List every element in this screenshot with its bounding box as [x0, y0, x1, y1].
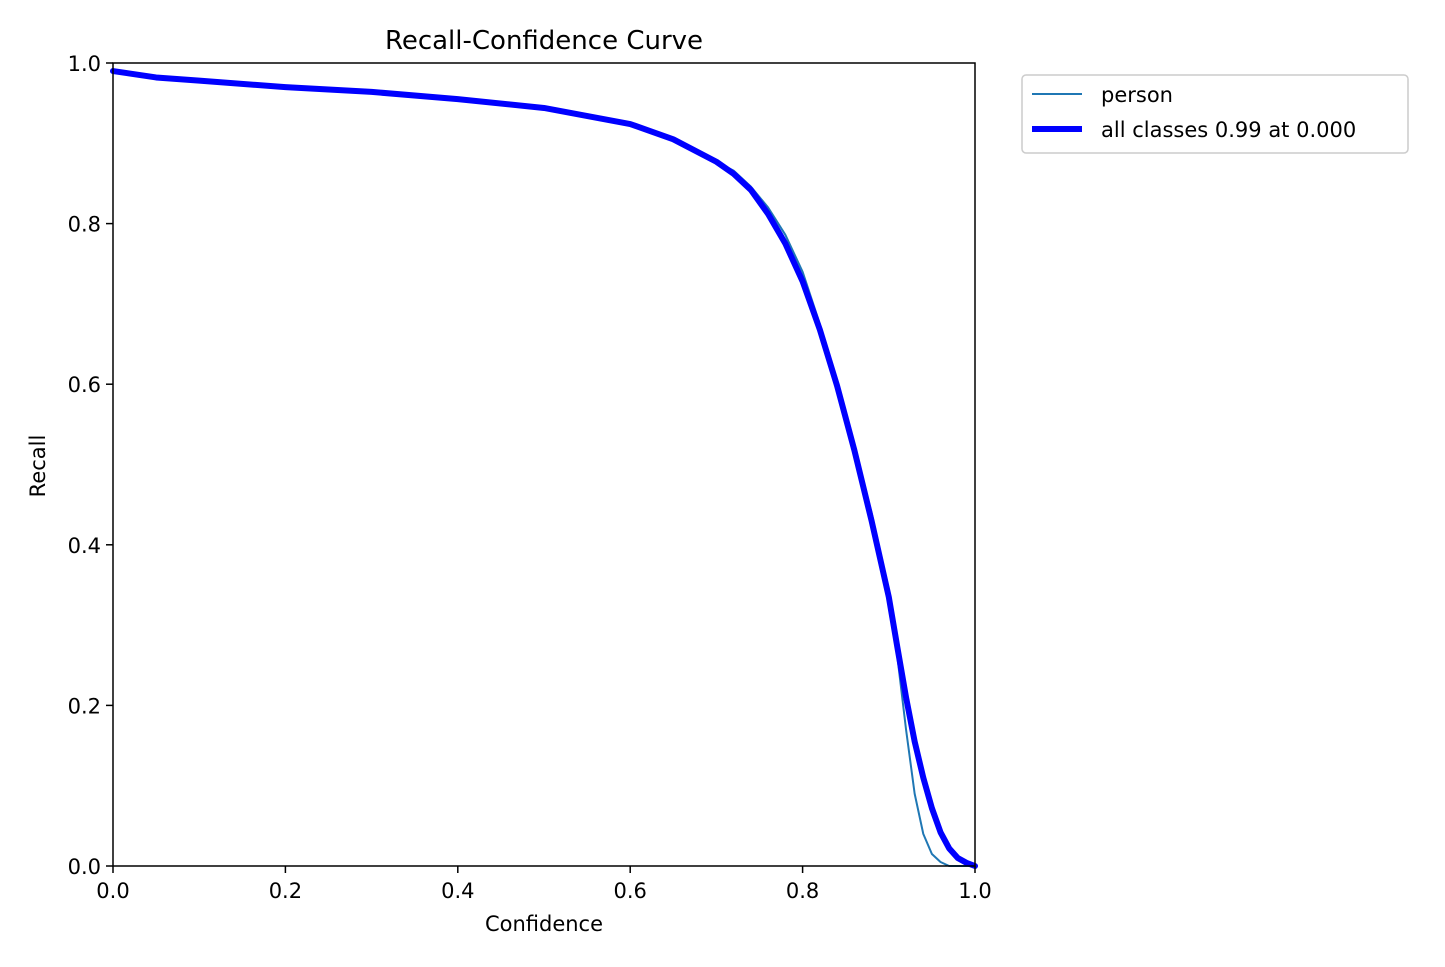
- x-tick-label: 0.4: [441, 879, 474, 903]
- y-tick-label: 0.2: [68, 694, 101, 718]
- y-tick-label: 0.0: [68, 855, 101, 879]
- legend-frame: [1021, 74, 1409, 154]
- axes-frame: [112, 62, 976, 867]
- x-tick-label: 0.2: [269, 879, 302, 903]
- y-tick-label: 0.8: [68, 213, 101, 237]
- series-line-person: [112, 70, 976, 867]
- plot-area: [110, 62, 978, 869]
- legend-label-person: person: [1101, 83, 1173, 107]
- y-tick-label: 0.4: [68, 534, 101, 558]
- x-tick-label: 0.8: [786, 879, 819, 903]
- y-axis-ticks: 0.0 0.2 0.4 0.6 0.8 1.0: [68, 52, 113, 879]
- chart-title: Recall-Confidence Curve: [385, 26, 703, 56]
- x-axis-ticks: 0.0 0.2 0.4 0.6 0.8 1.0: [96, 866, 992, 903]
- x-axis-label: Confidence: [485, 912, 603, 936]
- x-tick-label: 1.0: [958, 879, 991, 903]
- y-axis-label: Recall: [26, 435, 50, 498]
- y-tick-label: 1.0: [68, 52, 101, 76]
- legend: person all classes 0.99 at 0.000: [1021, 74, 1409, 154]
- y-tick-label: 0.6: [68, 373, 101, 397]
- x-tick-label: 0.0: [96, 879, 129, 903]
- series-line-all-classes: [110, 68, 978, 869]
- legend-label-all-classes: all classes 0.99 at 0.000: [1101, 118, 1356, 142]
- x-tick-label: 0.6: [613, 879, 646, 903]
